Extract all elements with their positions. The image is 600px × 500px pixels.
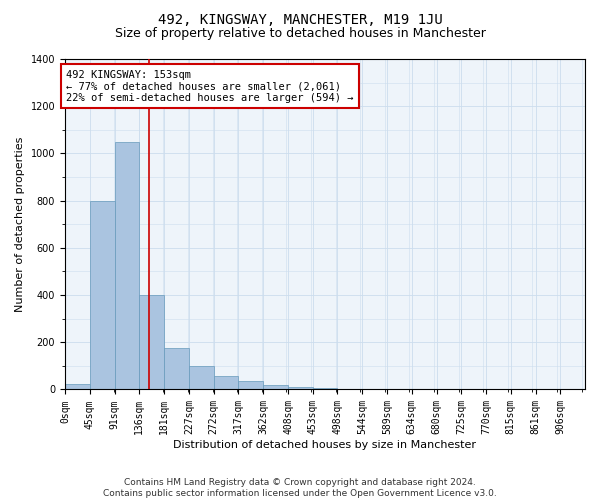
Bar [238,381,263,390]
Text: 492, KINGSWAY, MANCHESTER, M19 1JU: 492, KINGSWAY, MANCHESTER, M19 1JU [158,12,442,26]
Bar [214,376,238,390]
Bar [65,384,89,390]
X-axis label: Distribution of detached houses by size in Manchester: Distribution of detached houses by size … [173,440,476,450]
Text: 492 KINGSWAY: 153sqm
← 77% of detached houses are smaller (2,061)
22% of semi-de: 492 KINGSWAY: 153sqm ← 77% of detached h… [66,70,353,103]
Bar [337,389,362,390]
Text: Contains HM Land Registry data © Crown copyright and database right 2024.
Contai: Contains HM Land Registry data © Crown c… [103,478,497,498]
Bar [139,295,164,390]
Bar [164,348,189,390]
Y-axis label: Number of detached properties: Number of detached properties [15,136,25,312]
Bar [189,366,214,390]
Bar [313,388,337,390]
Bar [263,385,288,390]
Text: Size of property relative to detached houses in Manchester: Size of property relative to detached ho… [115,28,485,40]
Bar [115,142,139,390]
Bar [288,387,313,390]
Bar [89,200,115,390]
